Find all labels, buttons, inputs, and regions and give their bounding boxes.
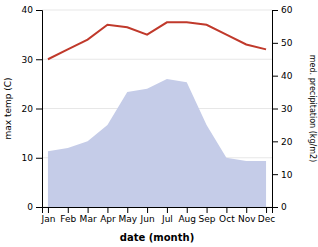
x-axis: Jan Feb MarAprMayJun Jul AugSepOctNovDec	[41, 207, 276, 224]
y2-tick: 0	[272, 202, 287, 212]
grid-line	[42, 10, 272, 11]
tick-mark	[272, 43, 278, 44]
tick-mark	[147, 207, 148, 213]
tick-label: 40	[22, 5, 34, 15]
tick-mark	[36, 207, 42, 208]
x-tick: Aug	[178, 207, 196, 224]
tick-mark	[207, 207, 208, 213]
tick-label: Mar	[80, 214, 97, 224]
x-tick: Feb	[60, 207, 76, 224]
y-axis: 0 10 20 30 40	[22, 5, 43, 212]
tick-label: 50	[281, 38, 293, 48]
tick-label: Sep	[199, 214, 216, 224]
x-tick: Mar	[80, 207, 97, 224]
x-tick: Jun	[140, 207, 155, 224]
y2-tick: 10	[272, 170, 293, 180]
tick-label: Jul	[161, 214, 173, 224]
tick-label: 20	[22, 104, 34, 114]
plot: Jan Feb MarAprMayJun Jul AugSepOctNovDec 0 10 2…	[22, 5, 293, 224]
tick-label: Nov	[238, 214, 256, 224]
tick-mark	[187, 207, 188, 213]
axis-line	[273, 11, 279, 208]
y2-axis: 0 10 20 30 40 50 60	[272, 5, 293, 212]
area	[48, 79, 266, 207]
y-tick: 20	[22, 104, 42, 114]
y2-tick: 30	[272, 104, 293, 114]
y-tick: 10	[22, 153, 42, 163]
tick-mark	[272, 207, 278, 208]
tick-mark	[246, 207, 247, 213]
tick-label: Aug	[178, 214, 196, 224]
tick-label: 40	[281, 71, 293, 81]
y2-axis-title: med. precipitation (kg/m2)	[308, 55, 317, 162]
tick-label: 10	[22, 153, 34, 163]
x-tick: Jan	[41, 207, 56, 224]
x-axis-title: date (month)	[120, 232, 194, 243]
y-tick: 30	[22, 55, 42, 65]
y2-tick: 20	[272, 137, 293, 147]
y-tick: 40	[22, 5, 42, 15]
tick-mark	[36, 10, 42, 11]
tick-mark	[272, 109, 278, 110]
tick-label: Apr	[100, 214, 116, 224]
tick-label: 0	[27, 202, 33, 212]
tick-label: 20	[281, 137, 293, 147]
x-tick: Sep	[199, 207, 216, 224]
x-tick: Oct	[219, 207, 235, 224]
tick-mark	[266, 207, 267, 213]
y-axis-title: max temp (C)	[3, 77, 13, 139]
tick-mark	[226, 207, 227, 213]
x-tick: Nov	[238, 207, 256, 224]
grid-line	[42, 59, 272, 60]
tick-mark	[48, 207, 49, 213]
x-tick: Jul	[161, 207, 173, 224]
tick-mark	[272, 174, 278, 175]
tick-mark	[68, 207, 69, 213]
x-tick: Dec	[258, 207, 275, 224]
y2-tick: 60	[272, 5, 293, 15]
grid	[42, 10, 272, 207]
chart: Jan Feb MarAprMayJun Jul AugSepOctNovDec 0 10 2…	[0, 0, 318, 247]
tick-mark	[167, 207, 168, 213]
tick-mark	[272, 141, 278, 142]
axis-line	[43, 208, 273, 214]
tick-mark	[107, 207, 108, 213]
tick-label: 30	[281, 104, 293, 114]
x-tick: Apr	[100, 207, 116, 224]
axis-line	[36, 11, 43, 208]
tick-label: May	[118, 214, 137, 224]
y2-tick: 40	[272, 71, 293, 81]
marks	[48, 22, 266, 207]
tick-mark	[272, 10, 278, 11]
y2-tick: 50	[272, 38, 293, 48]
tick-mark	[36, 109, 42, 110]
tick-mark	[127, 207, 128, 213]
tick-mark	[36, 59, 42, 60]
line	[48, 22, 266, 59]
tick-label: 10	[281, 170, 293, 180]
tick-label: Jan	[41, 214, 56, 224]
tick-label: 0	[281, 202, 287, 212]
tick-label: Feb	[60, 214, 76, 224]
tick-label: Jun	[140, 214, 155, 224]
tick-label: Oct	[219, 214, 235, 224]
tick-label: 60	[281, 5, 293, 15]
tick-mark	[88, 207, 89, 213]
x-tick: May	[118, 207, 137, 224]
tick-mark	[36, 158, 42, 159]
y-tick: 0	[27, 202, 42, 212]
tick-label: 30	[22, 55, 34, 65]
tick-label: Dec	[258, 214, 275, 224]
tick-mark	[272, 76, 278, 77]
